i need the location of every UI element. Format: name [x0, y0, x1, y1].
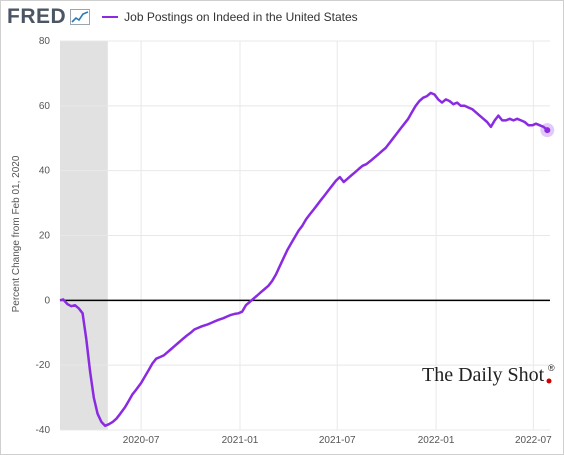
y-tick-label: 40: [39, 166, 51, 177]
x-tick-label: 2022-07: [515, 435, 552, 446]
y-tick-label: 80: [39, 36, 51, 47]
y-tick-label: -40: [36, 425, 51, 436]
x-tick-label: 2020-07: [123, 435, 160, 446]
legend-swatch: [102, 16, 119, 18]
fred-chart-icon: [70, 9, 91, 25]
y-axis-label: Percent Change from Feb 01, 2020: [11, 155, 22, 312]
watermark-mark: ®: [548, 363, 555, 373]
watermark: The Daily Shot ®: [422, 363, 555, 386]
watermark-text: The Daily Shot: [422, 364, 545, 386]
chart-header: FRED Job Postings on Indeed in the Unite…: [7, 5, 358, 29]
endpoint-marker: [544, 127, 551, 134]
legend-label: Job Postings on Indeed in the United Sta…: [124, 10, 358, 24]
fred-logo[interactable]: FRED: [7, 5, 67, 28]
y-tick-label: 60: [39, 101, 51, 112]
x-tick-label: 2021-07: [319, 435, 356, 446]
series-line: [59, 91, 549, 428]
x-tick-label: 2021-01: [222, 435, 259, 446]
y-tick-label: 20: [39, 231, 51, 242]
watermark-dot: [546, 378, 552, 384]
y-tick-label: -20: [36, 360, 51, 371]
legend: Job Postings on Indeed in the United Sta…: [102, 10, 358, 24]
y-tick-label: 0: [44, 295, 50, 306]
x-tick-label: 2022-01: [418, 435, 455, 446]
